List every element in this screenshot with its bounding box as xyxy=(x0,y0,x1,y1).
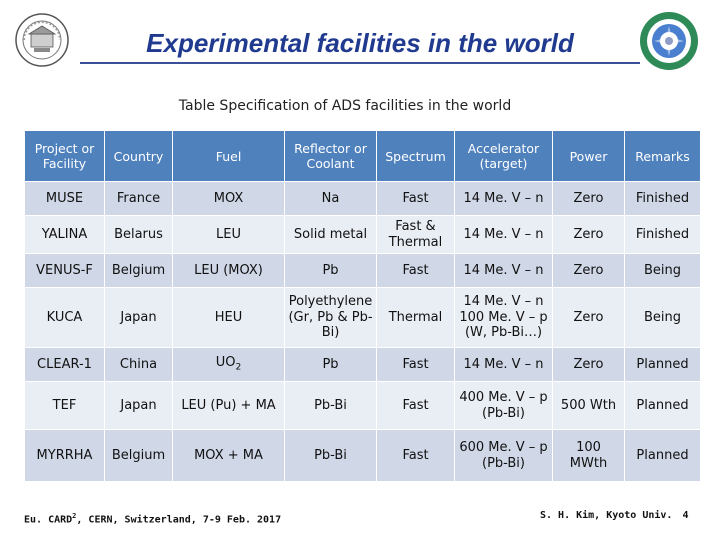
header-spectrum: Spectrum xyxy=(376,130,455,182)
footer-author-name: S. H. Kim, Kyoto Univ. xyxy=(540,510,673,521)
table-row: TEF Japan LEU (Pu) + MA Pb-Bi Fast 400 M… xyxy=(24,381,701,430)
table-row: VENUS-F Belgium LEU (MOX) Pb Fast 14 Me.… xyxy=(24,253,701,288)
table-row: MYRRHA Belgium MOX + MA Pb-Bi Fast 600 M… xyxy=(24,429,701,482)
table-row: MUSE France MOX Na Fast 14 Me. V – n Zer… xyxy=(24,181,701,216)
table-header-row: Project or Facility Country Fuel Reflect… xyxy=(24,130,701,182)
footer-event-suffix: , CERN, Switzerland, 7-9 Feb. 2017 xyxy=(76,514,282,526)
cell-power: Zero xyxy=(552,287,625,348)
cell-project: TEF xyxy=(24,381,105,430)
page-number: 4 xyxy=(682,510,689,521)
university-emblem-icon xyxy=(15,13,69,67)
uo2-base: UO xyxy=(215,355,236,371)
cell-reflector: Pb xyxy=(284,347,377,382)
cell-accelerator: 14 Me. V – n xyxy=(454,253,553,288)
slide-title: Experimental facilities in the world xyxy=(146,28,574,58)
cell-country: Belgium xyxy=(104,429,173,482)
cell-accelerator: 14 Me. V – n xyxy=(454,181,553,216)
cell-power: Zero xyxy=(552,215,625,254)
cell-country: China xyxy=(104,347,173,382)
cell-power: 100 MWth xyxy=(552,429,625,482)
cell-project: CLEAR-1 xyxy=(24,347,105,382)
header-project: Project or Facility xyxy=(24,130,105,182)
cell-power: Zero xyxy=(552,181,625,216)
title-underline xyxy=(80,62,640,64)
cell-remarks: Planned xyxy=(624,429,701,482)
cell-fuel: MOX xyxy=(172,181,285,216)
cell-remarks: Finished xyxy=(624,181,701,216)
cell-spectrum: Fast xyxy=(376,181,455,216)
cell-reflector: Polyethylene (Gr, Pb & Pb-Bi) xyxy=(284,287,377,348)
cell-country: France xyxy=(104,181,173,216)
footer-author: S. H. Kim, Kyoto Univ. 4 xyxy=(540,510,688,521)
cell-fuel: HEU xyxy=(172,287,285,348)
uo2-subscript: 2 xyxy=(235,362,242,373)
header-fuel: Fuel xyxy=(172,130,285,182)
cell-fuel: LEU (Pu) + MA xyxy=(172,381,285,430)
kyoto-university-reactor-seal-icon xyxy=(640,12,698,70)
cell-spectrum: Thermal xyxy=(376,287,455,348)
cell-reflector: Pb-Bi xyxy=(284,381,377,430)
cell-spectrum: Fast xyxy=(376,381,455,430)
cell-spectrum: Fast xyxy=(376,253,455,288)
cell-accelerator: 14 Me. V – n 100 Me. V – p (W, Pb-Bi…) xyxy=(454,287,553,348)
cell-country: Japan xyxy=(104,381,173,430)
cell-reflector: Pb-Bi xyxy=(284,429,377,482)
cell-project: YALINA xyxy=(24,215,105,254)
cell-spectrum: Fast & Thermal xyxy=(376,215,455,254)
cell-remarks: Planned xyxy=(624,347,701,382)
cell-power: Zero xyxy=(552,347,625,382)
cell-project: MUSE xyxy=(24,181,105,216)
header-power: Power xyxy=(552,130,625,182)
table-row: YALINA Belarus LEU Solid metal Fast & Th… xyxy=(24,215,701,254)
cell-fuel: LEU (MOX) xyxy=(172,253,285,288)
cell-fuel: UO2 xyxy=(172,347,285,382)
cell-project: KUCA xyxy=(24,287,105,348)
cell-spectrum: Fast xyxy=(376,347,455,382)
table-row: CLEAR-1 China UO2 Pb Fast 14 Me. V – n Z… xyxy=(24,347,701,382)
footer-event-superscript: 2 xyxy=(72,512,77,520)
ads-facilities-table: Project or Facility Country Fuel Reflect… xyxy=(24,130,701,482)
cell-reflector: Solid metal xyxy=(284,215,377,254)
cell-country: Belgium xyxy=(104,253,173,288)
cell-remarks: Planned xyxy=(624,381,701,430)
table-row: KUCA Japan HEU Polyethylene (Gr, Pb & Pb… xyxy=(24,287,701,348)
table-caption: Table Specification of ADS facilities in… xyxy=(178,98,512,114)
footer-event-prefix: Eu. CARD xyxy=(24,514,73,526)
cell-accelerator: 14 Me. V – n xyxy=(454,215,553,254)
cell-power: 500 Wth xyxy=(552,381,625,430)
cell-accelerator: 400 Me. V – p (Pb-Bi) xyxy=(454,381,553,430)
footer-event: Eu. CARD2, CERN, Switzerland, 7-9 Feb. 2… xyxy=(24,512,281,525)
cell-accelerator: 600 Me. V – p (Pb-Bi) xyxy=(454,429,553,482)
header-accelerator: Accelerator (target) xyxy=(454,130,553,182)
cell-reflector: Na xyxy=(284,181,377,216)
header-country: Country xyxy=(104,130,173,182)
cell-remarks: Being xyxy=(624,287,701,348)
cell-remarks: Being xyxy=(624,253,701,288)
cell-country: Belarus xyxy=(104,215,173,254)
header-reflector: Reflector or Coolant xyxy=(284,130,377,182)
cell-fuel: MOX + MA xyxy=(172,429,285,482)
header-remarks: Remarks xyxy=(624,130,701,182)
cell-spectrum: Fast xyxy=(376,429,455,482)
cell-country: Japan xyxy=(104,287,173,348)
cell-reflector: Pb xyxy=(284,253,377,288)
cell-remarks: Finished xyxy=(624,215,701,254)
cell-project: MYRRHA xyxy=(24,429,105,482)
cell-power: Zero xyxy=(552,253,625,288)
cell-project: VENUS-F xyxy=(24,253,105,288)
cell-fuel: LEU xyxy=(172,215,285,254)
cell-accelerator: 14 Me. V – n xyxy=(454,347,553,382)
